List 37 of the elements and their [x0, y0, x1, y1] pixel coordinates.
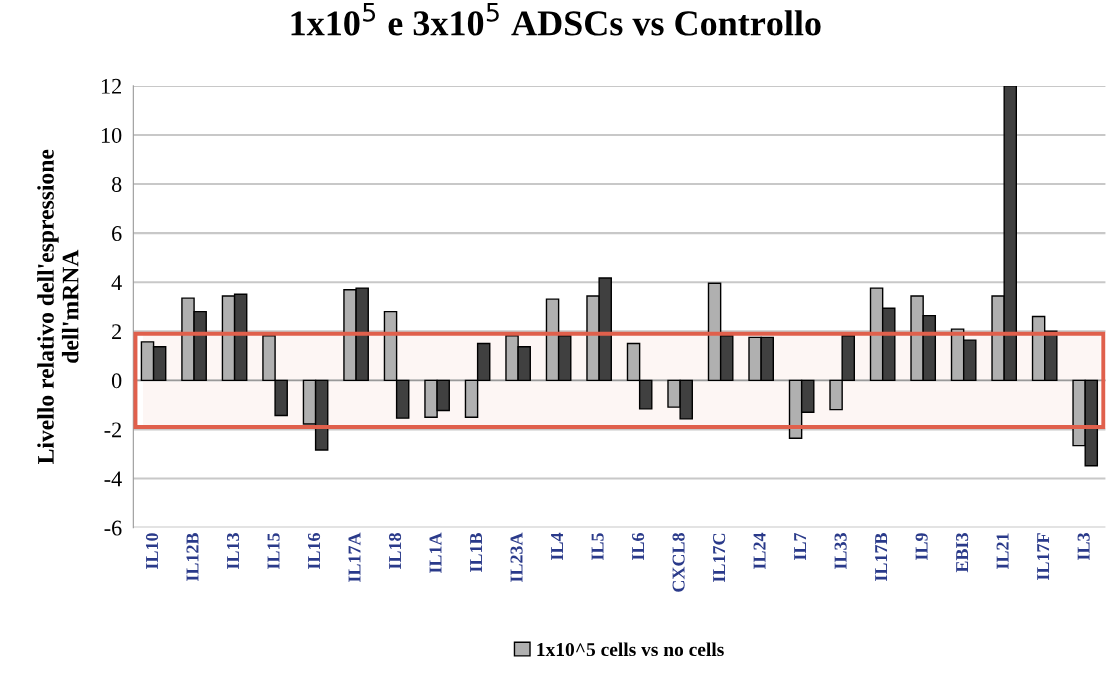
- y-tick-label: -6: [104, 520, 122, 536]
- y-tick-label: 6: [112, 226, 122, 242]
- y-tick-label: -4: [104, 471, 122, 487]
- x-tick-label: IL1A: [429, 532, 442, 574]
- x-tick-label: IL9: [915, 533, 928, 560]
- x-tick-label: IL17B: [875, 532, 888, 582]
- x-tick-label: IL12B: [186, 532, 199, 582]
- y-tick-label: 0: [111, 373, 122, 389]
- x-tick-label: IL5: [591, 533, 604, 560]
- y-tick-label: 2: [112, 324, 121, 339]
- x-tick-label: EBI3: [956, 533, 969, 573]
- x-tick-label: IL17C: [713, 533, 726, 583]
- x-tick-label: IL16: [307, 533, 321, 569]
- x-tick-label: IL4: [551, 532, 563, 560]
- x-tick-label: IL17A: [348, 532, 361, 583]
- y-axis-title: Livello relativo dell'espressione dell'mRNA: [37, 149, 79, 464]
- chart-title: 1x10$^{5}$ e 3x10$^{5}$ ADSCs vs Controllo: [291, 2, 821, 36]
- y-tick-label: 12: [101, 78, 121, 94]
- x-tick-label: IL6: [632, 533, 645, 560]
- y-tick-label: 10: [101, 127, 122, 143]
- x-tick-label: IL1B: [470, 532, 483, 573]
- x-tick-label: IL13: [226, 533, 240, 569]
- x-tick-label: IL23A: [510, 532, 523, 583]
- x-tick-label: IL24: [753, 532, 766, 569]
- x-tick-label: IL3: [1077, 533, 1090, 560]
- y-tick-label: 8: [111, 176, 122, 192]
- legend-label: 1x10^5 cells vs no cells: [537, 642, 724, 657]
- x-tick-label: IL10: [145, 533, 159, 569]
- x-tick-label: IL7: [794, 532, 806, 560]
- x-tick-label: IL33: [834, 533, 847, 569]
- x-tick-label: IL15: [267, 533, 280, 569]
- x-tick-label: IL18: [388, 533, 402, 569]
- x-tick-label: IL17F: [1037, 533, 1050, 581]
- y-tick-label: -2: [104, 422, 121, 438]
- y-tick-label: 4: [111, 275, 122, 290]
- x-tick-label: CXCL8: [672, 533, 685, 592]
- x-tick-label: IL21: [996, 533, 1009, 569]
